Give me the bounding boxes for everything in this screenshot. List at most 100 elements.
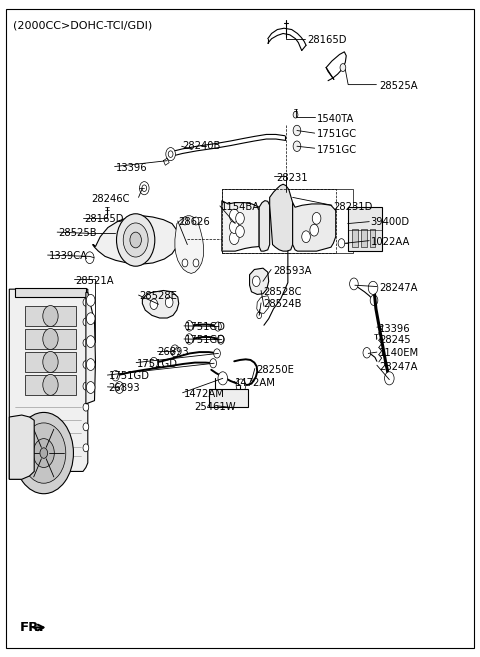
Circle shape xyxy=(83,318,89,326)
Text: 1751GD: 1751GD xyxy=(185,322,226,332)
Text: 1140EM: 1140EM xyxy=(379,348,419,359)
Circle shape xyxy=(130,232,142,248)
Circle shape xyxy=(117,214,155,266)
Bar xyxy=(24,306,76,326)
Circle shape xyxy=(210,359,216,368)
Circle shape xyxy=(83,423,89,431)
Polygon shape xyxy=(293,202,336,251)
Text: 1751GD: 1751GD xyxy=(185,335,226,346)
Circle shape xyxy=(193,259,199,267)
Circle shape xyxy=(340,64,346,72)
Text: 26893: 26893 xyxy=(108,383,140,393)
Bar xyxy=(361,229,367,247)
Circle shape xyxy=(86,359,95,371)
Circle shape xyxy=(43,374,58,396)
Circle shape xyxy=(293,112,298,118)
Circle shape xyxy=(229,220,239,233)
Text: 1472AM: 1472AM xyxy=(183,389,224,399)
Text: 1751GC: 1751GC xyxy=(317,129,357,139)
Text: 13396: 13396 xyxy=(379,323,410,334)
Circle shape xyxy=(83,339,89,347)
Circle shape xyxy=(384,372,394,385)
Circle shape xyxy=(168,151,173,158)
Text: 26893: 26893 xyxy=(157,347,189,357)
Text: 28247A: 28247A xyxy=(379,283,417,293)
Circle shape xyxy=(43,328,58,350)
Polygon shape xyxy=(222,200,259,251)
Circle shape xyxy=(185,334,193,344)
Circle shape xyxy=(86,382,95,394)
Bar xyxy=(24,329,76,349)
Circle shape xyxy=(370,295,378,306)
Polygon shape xyxy=(143,290,179,318)
Circle shape xyxy=(214,349,220,358)
Circle shape xyxy=(217,335,224,344)
Circle shape xyxy=(40,448,48,459)
Bar xyxy=(209,389,248,407)
Bar xyxy=(352,229,358,247)
Circle shape xyxy=(229,231,239,244)
Text: 28240B: 28240B xyxy=(182,141,221,151)
Circle shape xyxy=(83,298,89,306)
Text: 28525B: 28525B xyxy=(58,229,97,238)
Circle shape xyxy=(86,313,95,325)
Circle shape xyxy=(150,299,157,309)
Text: 28593A: 28593A xyxy=(274,266,312,276)
Polygon shape xyxy=(9,289,88,480)
Polygon shape xyxy=(9,415,34,480)
Polygon shape xyxy=(259,200,270,251)
Bar xyxy=(24,375,76,395)
Polygon shape xyxy=(250,268,269,294)
Text: 28247A: 28247A xyxy=(379,361,417,371)
Text: 25461W: 25461W xyxy=(194,401,236,411)
Circle shape xyxy=(312,212,321,224)
Circle shape xyxy=(302,231,311,242)
Text: 1751GD: 1751GD xyxy=(137,359,178,369)
Circle shape xyxy=(86,336,95,348)
Bar xyxy=(24,352,76,372)
Text: 1540TA: 1540TA xyxy=(317,114,354,124)
Text: 28250E: 28250E xyxy=(256,365,294,374)
Circle shape xyxy=(150,357,157,368)
Circle shape xyxy=(236,379,246,392)
Text: 28165D: 28165D xyxy=(307,35,347,45)
Text: 1022AA: 1022AA xyxy=(371,237,410,247)
Circle shape xyxy=(123,223,148,257)
Bar xyxy=(348,206,382,251)
Circle shape xyxy=(252,276,260,286)
Text: 28165D: 28165D xyxy=(84,214,124,224)
Bar xyxy=(15,288,86,297)
Circle shape xyxy=(338,238,345,248)
Text: 28528E: 28528E xyxy=(140,291,178,302)
Circle shape xyxy=(182,259,188,267)
Text: 28246C: 28246C xyxy=(92,194,130,204)
Circle shape xyxy=(349,278,358,290)
Polygon shape xyxy=(175,215,204,273)
Circle shape xyxy=(166,148,175,161)
Circle shape xyxy=(236,212,244,224)
Circle shape xyxy=(112,371,120,381)
Circle shape xyxy=(170,345,179,357)
Bar xyxy=(370,229,375,247)
Circle shape xyxy=(165,297,173,307)
Circle shape xyxy=(185,321,193,331)
Circle shape xyxy=(43,351,58,373)
Circle shape xyxy=(236,225,244,237)
Polygon shape xyxy=(93,215,179,264)
Circle shape xyxy=(83,361,89,369)
Circle shape xyxy=(83,444,89,452)
Polygon shape xyxy=(270,184,293,251)
Text: 1751GC: 1751GC xyxy=(317,145,357,154)
Circle shape xyxy=(215,322,221,331)
Text: 28525A: 28525A xyxy=(379,81,418,91)
Circle shape xyxy=(43,306,58,327)
Text: 13396: 13396 xyxy=(116,163,147,173)
Circle shape xyxy=(85,252,94,263)
Circle shape xyxy=(86,294,95,306)
Bar xyxy=(222,189,353,253)
Text: 1339CA: 1339CA xyxy=(48,252,87,261)
Text: 28626: 28626 xyxy=(179,217,211,227)
Circle shape xyxy=(33,439,54,468)
Circle shape xyxy=(310,224,319,236)
Text: 1751GD: 1751GD xyxy=(108,371,149,381)
